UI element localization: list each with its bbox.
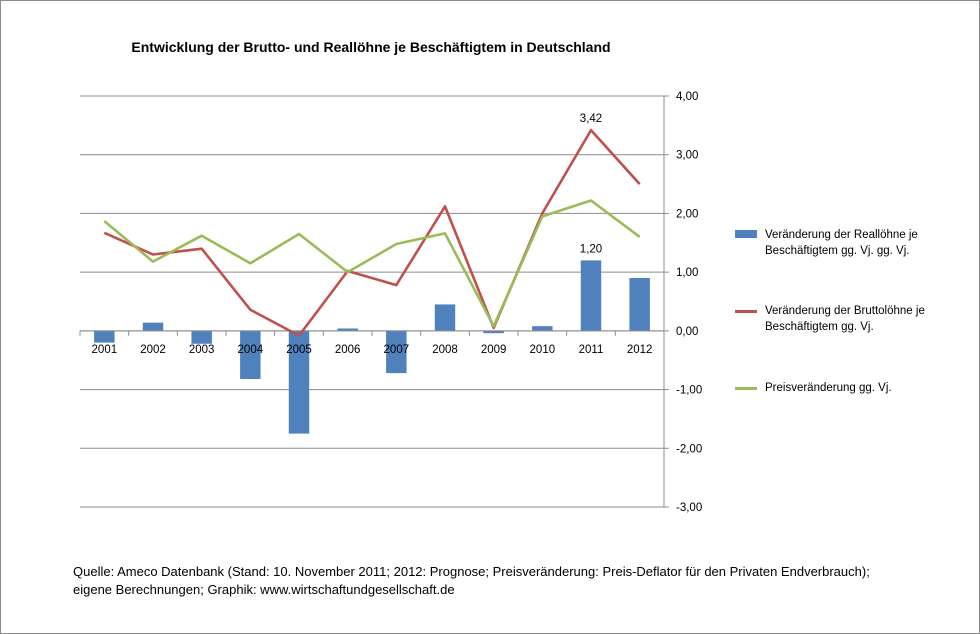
x-tick-label: 2004: [238, 344, 264, 356]
x-tick-label: 2007: [384, 344, 410, 356]
legend-label-bruttolohne: Veränderung der Bruttolöhne je Beschäfti…: [765, 305, 925, 333]
x-tick-label: 2008: [432, 344, 458, 356]
source-line-2: eigene Berechnungen; Graphik: www.wirtsc…: [73, 582, 455, 597]
y-tick-label: 2,00: [676, 208, 698, 220]
bar-2006: [337, 328, 358, 331]
bar-2010: [532, 326, 553, 331]
chart-title: Entwicklung der Brutto- und Reallöhne je…: [131, 39, 611, 55]
x-tick-label: 2003: [189, 344, 215, 356]
y-tick-label: -3,00: [676, 502, 702, 514]
x-tick-label: 2002: [140, 344, 166, 356]
bar-2011: [580, 260, 602, 331]
bar-2012: [629, 278, 650, 331]
y-tick-label: -1,00: [676, 385, 702, 397]
bar-2003: [191, 330, 212, 344]
y-tick-label: 1,00: [676, 267, 698, 279]
bar-2007: [386, 330, 407, 374]
bar-2005: [288, 330, 310, 434]
x-tick-label: 2009: [481, 344, 507, 356]
x-tick-label: 2011: [579, 344, 604, 356]
source-note: Quelle: Ameco Datenbank (Stand: 10. Nove…: [73, 563, 953, 599]
y-tick-label: 4,00: [676, 91, 698, 103]
legend-label-preisveraenderung: Preisveränderung gg. Vj.: [765, 382, 892, 394]
legend-swatch-reallohne: [735, 230, 757, 238]
y-tick-label: 3,00: [676, 150, 698, 162]
bar-2002: [142, 322, 164, 331]
data-label: 3,42: [580, 113, 602, 125]
y-tick-label: 0,00: [676, 326, 698, 338]
source-line-1: Quelle: Ameco Datenbank (Stand: 10. Nove…: [73, 564, 870, 579]
legend-swatch-bruttolohne: [735, 310, 757, 313]
series-line-2: [103, 199, 641, 328]
x-tick-label: 2001: [92, 344, 118, 356]
x-tick-label: 2010: [530, 344, 556, 356]
bar-2008: [434, 304, 456, 331]
x-tick-label: 2006: [335, 344, 361, 356]
y-tick-label: -2,00: [676, 443, 702, 455]
data-label: 1,20: [580, 243, 602, 255]
bar-2009: [483, 330, 504, 334]
x-tick-label: 2005: [286, 344, 312, 356]
x-tick-label: 2012: [627, 344, 653, 356]
legend-swatch-preisveraenderung: [735, 387, 757, 390]
bar-2004: [240, 330, 261, 380]
bar-2001: [94, 330, 115, 343]
series-line-1: [103, 128, 641, 337]
legend-label-reallohne: Veränderung der Reallöhne je Beschäftigt…: [765, 229, 918, 257]
